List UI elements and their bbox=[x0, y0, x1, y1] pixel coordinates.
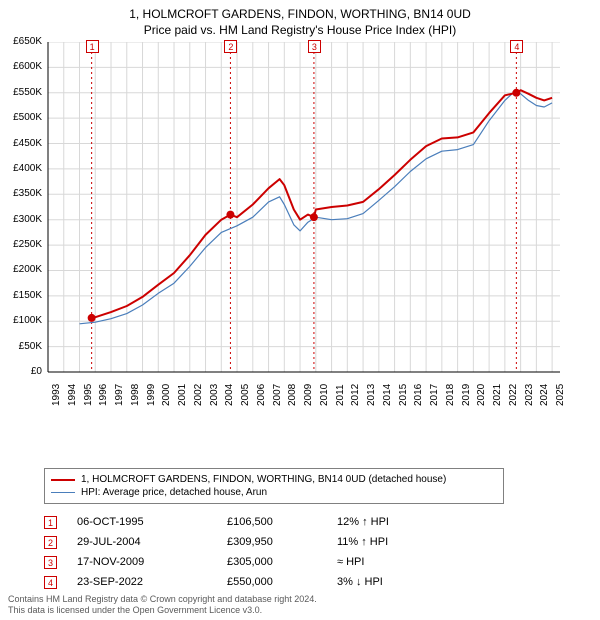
x-tick-label: 2016 bbox=[413, 384, 424, 406]
transaction-marker-0: 1 bbox=[44, 516, 57, 529]
y-tick-label: £250K bbox=[0, 239, 42, 250]
legend-row-1: HPI: Average price, detached house, Arun bbox=[51, 486, 497, 499]
transaction-delta-3: 3% ↓ HPI bbox=[337, 576, 497, 588]
x-tick-label: 2022 bbox=[508, 384, 519, 406]
transaction-price-3: £550,000 bbox=[227, 576, 337, 588]
chart-marker: 4 bbox=[510, 40, 523, 53]
y-tick-label: £200K bbox=[0, 264, 42, 275]
footer-line-2: This data is licensed under the Open Gov… bbox=[8, 605, 317, 616]
title-line-2: Price paid vs. HM Land Registry's House … bbox=[0, 22, 600, 38]
x-tick-label: 2003 bbox=[209, 384, 220, 406]
footer-line-1: Contains HM Land Registry data © Crown c… bbox=[8, 594, 317, 605]
chart-svg bbox=[0, 42, 600, 422]
x-tick-label: 1998 bbox=[130, 384, 141, 406]
x-tick-label: 2013 bbox=[366, 384, 377, 406]
y-tick-label: £150K bbox=[0, 290, 42, 301]
legend-text-1: HPI: Average price, detached house, Arun bbox=[81, 486, 267, 499]
y-tick-label: £0 bbox=[0, 366, 42, 377]
transaction-delta-0: 12% ↑ HPI bbox=[337, 516, 497, 528]
legend-box: 1, HOLMCROFT GARDENS, FINDON, WORTHING, … bbox=[44, 468, 504, 504]
title-line-1: 1, HOLMCROFT GARDENS, FINDON, WORTHING, … bbox=[0, 6, 600, 22]
y-tick-label: £350K bbox=[0, 188, 42, 199]
chart-marker: 2 bbox=[224, 40, 237, 53]
transaction-marker-2: 3 bbox=[44, 556, 57, 569]
x-tick-label: 2005 bbox=[240, 384, 251, 406]
legend-swatch-0 bbox=[51, 479, 75, 481]
transaction-delta-2: ≈ HPI bbox=[337, 556, 497, 568]
footer-attribution: Contains HM Land Registry data © Crown c… bbox=[8, 594, 317, 617]
transaction-date-3: 23-SEP-2022 bbox=[57, 576, 227, 588]
transaction-price-2: £305,000 bbox=[227, 556, 337, 568]
x-tick-label: 1997 bbox=[114, 384, 125, 406]
y-tick-label: £50K bbox=[0, 341, 42, 352]
x-tick-label: 2001 bbox=[177, 384, 188, 406]
y-tick-label: £300K bbox=[0, 214, 42, 225]
x-tick-label: 2008 bbox=[287, 384, 298, 406]
transaction-row-3: 4 23-SEP-2022 £550,000 3% ↓ HPI bbox=[44, 572, 497, 592]
transaction-date-0: 06-OCT-1995 bbox=[57, 516, 227, 528]
transaction-delta-1: 11% ↑ HPI bbox=[337, 536, 497, 548]
x-tick-label: 2010 bbox=[319, 384, 330, 406]
transaction-row-0: 1 06-OCT-1995 £106,500 12% ↑ HPI bbox=[44, 512, 497, 532]
x-tick-label: 2011 bbox=[335, 384, 346, 406]
legend-text-0: 1, HOLMCROFT GARDENS, FINDON, WORTHING, … bbox=[81, 473, 446, 486]
x-tick-label: 2018 bbox=[445, 384, 456, 406]
y-tick-label: £600K bbox=[0, 61, 42, 72]
x-tick-label: 2014 bbox=[382, 384, 393, 406]
legend-swatch-1 bbox=[51, 492, 75, 493]
transaction-date-2: 17-NOV-2009 bbox=[57, 556, 227, 568]
y-tick-label: £650K bbox=[0, 36, 42, 47]
transaction-price-1: £309,950 bbox=[227, 536, 337, 548]
x-tick-label: 1995 bbox=[83, 384, 94, 406]
y-tick-label: £550K bbox=[0, 87, 42, 98]
y-tick-label: £100K bbox=[0, 315, 42, 326]
x-tick-label: 2006 bbox=[256, 384, 267, 406]
x-tick-label: 2017 bbox=[429, 384, 440, 406]
x-tick-label: 2025 bbox=[555, 384, 566, 406]
x-tick-label: 2019 bbox=[461, 384, 472, 406]
x-tick-label: 1993 bbox=[51, 384, 62, 406]
x-tick-label: 2000 bbox=[161, 384, 172, 406]
transactions-table: 1 06-OCT-1995 £106,500 12% ↑ HPI 2 29-JU… bbox=[44, 512, 497, 592]
x-tick-label: 2002 bbox=[193, 384, 204, 406]
x-tick-label: 2009 bbox=[303, 384, 314, 406]
chart-container: 1, HOLMCROFT GARDENS, FINDON, WORTHING, … bbox=[0, 0, 600, 620]
x-tick-label: 2024 bbox=[539, 384, 550, 406]
legend-row-0: 1, HOLMCROFT GARDENS, FINDON, WORTHING, … bbox=[51, 473, 497, 486]
x-tick-label: 2021 bbox=[492, 384, 503, 406]
transaction-marker-1: 2 bbox=[44, 536, 57, 549]
x-tick-label: 2020 bbox=[476, 384, 487, 406]
transaction-date-1: 29-JUL-2004 bbox=[57, 536, 227, 548]
transaction-row-1: 2 29-JUL-2004 £309,950 11% ↑ HPI bbox=[44, 532, 497, 552]
chart-marker: 1 bbox=[86, 40, 99, 53]
y-tick-label: £500K bbox=[0, 112, 42, 123]
x-tick-label: 1996 bbox=[98, 384, 109, 406]
title-block: 1, HOLMCROFT GARDENS, FINDON, WORTHING, … bbox=[0, 0, 600, 38]
x-tick-label: 2012 bbox=[350, 384, 361, 406]
x-tick-label: 2004 bbox=[224, 384, 235, 406]
x-tick-label: 2007 bbox=[272, 384, 283, 406]
chart-marker: 3 bbox=[308, 40, 321, 53]
y-tick-label: £400K bbox=[0, 163, 42, 174]
x-tick-label: 2023 bbox=[524, 384, 535, 406]
x-tick-label: 1994 bbox=[67, 384, 78, 406]
x-tick-label: 1999 bbox=[146, 384, 157, 406]
transaction-marker-3: 4 bbox=[44, 576, 57, 589]
transaction-row-2: 3 17-NOV-2009 £305,000 ≈ HPI bbox=[44, 552, 497, 572]
x-tick-label: 2015 bbox=[398, 384, 409, 406]
transaction-price-0: £106,500 bbox=[227, 516, 337, 528]
chart-area: £0 £50K £100K £150K £200K £250K £300K £350K £400… bbox=[0, 42, 600, 422]
y-tick-label: £450K bbox=[0, 138, 42, 149]
